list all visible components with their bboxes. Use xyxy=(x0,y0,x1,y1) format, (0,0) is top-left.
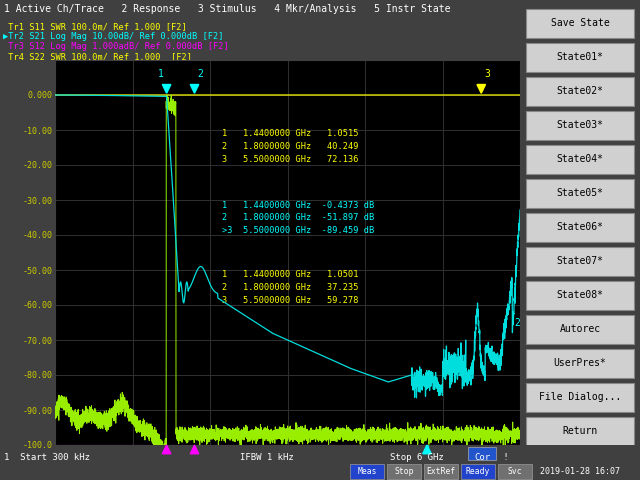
Text: 1  Start 300 kHz: 1 Start 300 kHz xyxy=(4,453,90,462)
Text: UserPres*: UserPres* xyxy=(554,359,607,369)
FancyBboxPatch shape xyxy=(526,315,634,344)
Text: State08*: State08* xyxy=(557,290,604,300)
FancyBboxPatch shape xyxy=(424,464,458,479)
Text: 2: 2 xyxy=(198,69,204,79)
FancyBboxPatch shape xyxy=(526,247,634,276)
Text: !: ! xyxy=(498,453,509,462)
Text: 1 Active Ch/Trace   2 Response   3 Stimulus   4 Mkr/Analysis   5 Instr State: 1 Active Ch/Trace 2 Response 3 Stimulus … xyxy=(4,4,451,14)
FancyBboxPatch shape xyxy=(526,77,634,106)
Text: IFBW 1 kHz: IFBW 1 kHz xyxy=(240,453,294,462)
FancyBboxPatch shape xyxy=(526,145,634,174)
FancyBboxPatch shape xyxy=(461,464,495,479)
Text: ▶Tr2 S21 Log Mag 10.00dB/ Ref 0.000dB [F2]: ▶Tr2 S21 Log Mag 10.00dB/ Ref 0.000dB [F… xyxy=(3,32,223,41)
FancyBboxPatch shape xyxy=(526,349,634,378)
FancyBboxPatch shape xyxy=(498,464,532,479)
Text: Tr3 S12 Log Mag 1.000adB/ Ref 0.000dB [F2]: Tr3 S12 Log Mag 1.000adB/ Ref 0.000dB [F… xyxy=(3,42,228,51)
Text: Save State: Save State xyxy=(550,19,609,28)
FancyBboxPatch shape xyxy=(526,383,634,412)
Text: State04*: State04* xyxy=(557,155,604,165)
FancyBboxPatch shape xyxy=(387,464,421,479)
Polygon shape xyxy=(163,445,171,454)
Polygon shape xyxy=(423,445,431,454)
Text: 1: 1 xyxy=(157,69,163,79)
Text: 3: 3 xyxy=(484,69,490,79)
Text: ExtRef: ExtRef xyxy=(426,467,456,476)
Text: 1   1.4400000 GHz   1.0515
2   1.8000000 GHz   40.249
3   5.5000000 GHz   72.136: 1 1.4400000 GHz 1.0515 2 1.8000000 GHz 4… xyxy=(223,129,359,164)
Text: File Dialog...: File Dialog... xyxy=(539,393,621,403)
Text: Svc: Svc xyxy=(508,467,522,476)
Text: Stop: Stop xyxy=(394,467,413,476)
Text: 2: 2 xyxy=(514,317,520,327)
Text: Ready: Ready xyxy=(466,467,490,476)
Text: Return: Return xyxy=(563,427,598,436)
Text: Stop 6 GHz: Stop 6 GHz xyxy=(390,453,444,462)
Text: 2019-01-28 16:07: 2019-01-28 16:07 xyxy=(540,467,620,476)
Text: State05*: State05* xyxy=(557,189,604,199)
Text: Meas: Meas xyxy=(357,467,377,476)
FancyBboxPatch shape xyxy=(526,417,634,446)
Polygon shape xyxy=(190,84,199,93)
Text: Autorec: Autorec xyxy=(559,324,600,335)
Text: State03*: State03* xyxy=(557,120,604,131)
Text: 1   1.4400000 GHz   1.0501
2   1.8000000 GHz   37.235
3   5.5000000 GHz   59.278: 1 1.4400000 GHz 1.0501 2 1.8000000 GHz 3… xyxy=(223,270,359,304)
Text: State07*: State07* xyxy=(557,256,604,266)
Polygon shape xyxy=(163,84,171,93)
Text: Tr4 S22 SWR 100.0m/ Ref 1.000  [F2]: Tr4 S22 SWR 100.0m/ Ref 1.000 [F2] xyxy=(3,52,192,61)
FancyBboxPatch shape xyxy=(526,281,634,310)
Text: Tr1 S11 SWR 100.0m/ Ref 1.000 [F2]: Tr1 S11 SWR 100.0m/ Ref 1.000 [F2] xyxy=(3,22,187,31)
Polygon shape xyxy=(477,84,486,93)
Text: 1   1.4400000 GHz  -0.4373 dB
2   1.8000000 GHz  -51.897 dB
>3  5.5000000 GHz  -: 1 1.4400000 GHz -0.4373 dB 2 1.8000000 G… xyxy=(223,201,374,235)
FancyBboxPatch shape xyxy=(526,9,634,38)
FancyBboxPatch shape xyxy=(526,111,634,140)
Text: Cor: Cor xyxy=(474,453,490,462)
FancyBboxPatch shape xyxy=(526,179,634,208)
Polygon shape xyxy=(190,445,199,454)
FancyBboxPatch shape xyxy=(526,213,634,242)
FancyBboxPatch shape xyxy=(526,43,634,72)
FancyBboxPatch shape xyxy=(350,464,384,479)
Text: State01*: State01* xyxy=(557,52,604,62)
Text: State06*: State06* xyxy=(557,223,604,232)
Text: 3: 3 xyxy=(424,445,429,454)
Text: State02*: State02* xyxy=(557,86,604,96)
FancyBboxPatch shape xyxy=(468,447,496,460)
